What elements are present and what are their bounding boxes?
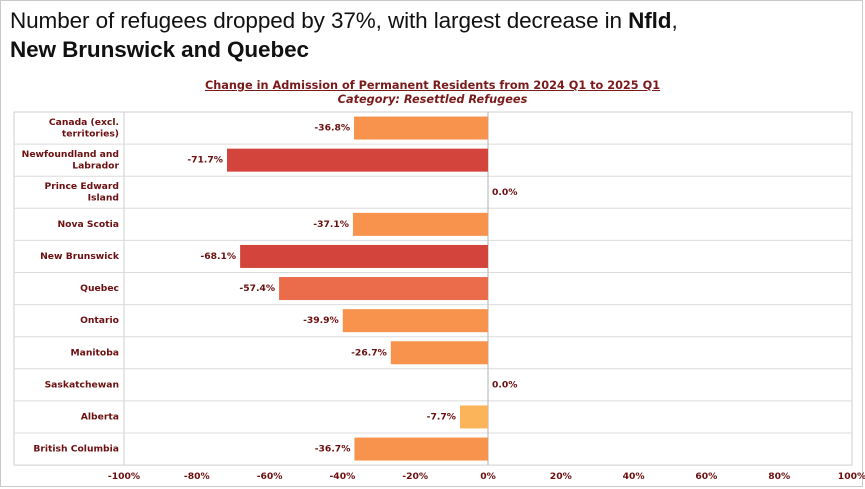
x-tick-label: 100% — [838, 471, 865, 482]
category-label: Canada (excl. — [49, 117, 119, 128]
bar — [279, 277, 488, 301]
bar — [240, 244, 488, 268]
data-label: -36.7% — [315, 444, 351, 455]
category-label: Island — [88, 193, 119, 204]
bar — [352, 212, 488, 236]
bar — [354, 116, 488, 140]
bar — [459, 405, 488, 429]
data-label: -36.8% — [314, 123, 350, 134]
x-tick-label: 60% — [695, 471, 717, 482]
data-label: -39.9% — [303, 315, 339, 326]
data-label: -71.7% — [187, 155, 223, 166]
x-tick-label: -40% — [329, 471, 355, 482]
category-label: Ontario — [80, 315, 119, 326]
chart-title: Change in Admission of Permanent Residen… — [204, 79, 661, 92]
category-label: Nova Scotia — [57, 219, 119, 230]
data-label: 0.0% — [492, 379, 517, 390]
headline-bold-provinces: New Brunswick and Quebec — [10, 37, 309, 62]
category-label: territories) — [62, 128, 119, 139]
headline: Number of refugees dropped by 37%, with … — [10, 6, 850, 64]
x-tick-label: 0% — [480, 471, 496, 482]
category-label: New Brunswick — [40, 251, 120, 262]
category-label: Prince Edward — [45, 181, 119, 192]
data-label: -68.1% — [200, 251, 236, 262]
headline-bold-nfld: Nfld — [628, 8, 672, 33]
category-label: British Columbia — [33, 444, 119, 455]
x-tick-label: 40% — [623, 471, 645, 482]
chart-labels: -36.8% Canada (excl.territories) -71.7% New… — [22, 117, 865, 482]
data-label: -26.7% — [351, 347, 387, 358]
headline-text: Number of refugees dropped by 37%, with … — [10, 8, 629, 33]
category-label: Manitoba — [70, 347, 119, 358]
x-tick-label: 20% — [550, 471, 572, 482]
x-tick-label: -100% — [108, 471, 140, 482]
data-label: -57.4% — [239, 283, 275, 294]
chart-subtitle: Category: Resettled Refugees — [337, 93, 528, 106]
headline-comma: , — [671, 8, 678, 33]
data-label: -37.1% — [313, 219, 349, 230]
bar — [342, 309, 488, 333]
x-tick-label: -20% — [402, 471, 428, 482]
bar — [354, 437, 488, 461]
bar — [227, 148, 488, 172]
x-tick-label: 80% — [768, 471, 790, 482]
category-label: Labrador — [72, 160, 119, 171]
data-label: 0.0% — [492, 187, 517, 198]
chart-bars — [227, 116, 488, 461]
category-label: Alberta — [81, 411, 119, 422]
x-tick-label: -60% — [257, 471, 283, 482]
x-tick-label: -80% — [184, 471, 210, 482]
category-label: Newfoundland and — [22, 149, 119, 160]
category-label: Quebec — [80, 283, 119, 294]
bar — [390, 341, 488, 365]
category-label: Saskatchewan — [45, 379, 119, 390]
data-label: -7.7% — [427, 411, 456, 422]
